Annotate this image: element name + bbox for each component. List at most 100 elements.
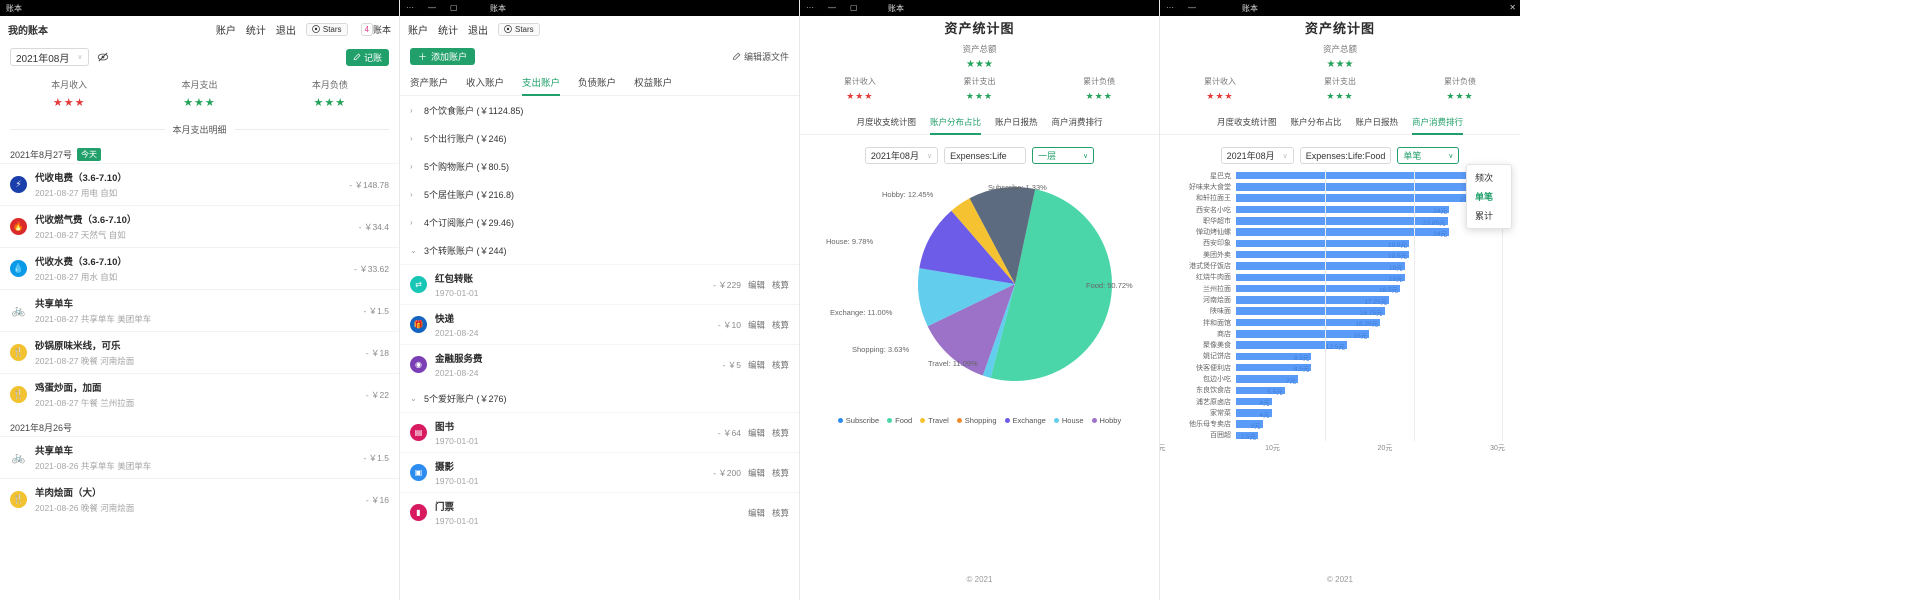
pie-account-input[interactable]: Expenses:Life <box>944 147 1027 164</box>
pie-tab-账户分布占比[interactable]: 账户分布占比 <box>929 116 982 135</box>
bar-tab-商户消费排行[interactable]: 商户消费排行 <box>1412 116 1464 135</box>
account-tab-权益账户[interactable]: 权益账户 <box>634 78 673 89</box>
account-tree[interactable]: › 8个饮食账户 (￥1124.85) › 5个出行账户 (￥246) › 5个购物账户 … <box>400 96 799 532</box>
bar-row[interactable]: 红烧牛肉面 19元 <box>1160 272 1520 283</box>
settle-link[interactable]: 核算 <box>771 359 789 370</box>
account-group-row[interactable]: › 8个饮食账户 (￥1124.85) <box>400 96 799 124</box>
edit-link[interactable]: 编辑 <box>747 467 765 478</box>
account-tab-收入账户[interactable]: 收入账户 <box>466 78 505 89</box>
transaction-list[interactable]: 2021年8月27号 今天 ⚡ 代收电费（3.6-7.10） 2021-08-27 用电… <box>0 142 399 520</box>
github-stars-button-1[interactable]: Stars <box>305 22 348 36</box>
account-tab-负债账户[interactable]: 负债账户 <box>578 78 617 89</box>
pie-legend[interactable]: Subscribe Food Travel Shopping Exchange House… <box>800 416 1159 425</box>
more-button-4[interactable]: ··· <box>1166 3 1174 12</box>
bar-row[interactable]: 东良饮食店 5.5元 <box>1160 385 1520 396</box>
pie-tab-月度收支统计图[interactable]: 月度收支统计图 <box>856 117 916 127</box>
pie-slice-Food[interactable] <box>990 189 1113 382</box>
bar-tab-账户日报热[interactable]: 账户日报热 <box>1355 117 1399 127</box>
bar-tab-账户分布占比[interactable]: 账户分布占比 <box>1290 117 1342 127</box>
github-stars-button-2[interactable]: Stars <box>498 22 540 36</box>
chevron-down-icon[interactable]: ⌄ <box>410 246 417 255</box>
bar-row[interactable]: 姚记饼店 8.5元 <box>1160 351 1520 362</box>
bar-mode-select[interactable]: 单笔 ∨ <box>1397 147 1460 164</box>
ledger-count-wrap-1[interactable]: 4 账本 <box>358 22 391 36</box>
close-button-4[interactable]: ✕ <box>1509 3 1516 12</box>
pie-level-select[interactable]: 一层 ∨ <box>1032 147 1095 164</box>
settle-link[interactable]: 核算 <box>771 427 789 438</box>
account-row[interactable]: ▮ 门票 1970-01-01 编辑 核算 <box>400 492 799 532</box>
bar-row[interactable]: 美团外卖 19.5元 <box>1160 249 1520 260</box>
transaction-row[interactable]: 🚲 共享单车 2021-08-27 共享单车 美团单车 - ￥1.5 <box>0 289 399 331</box>
bar-account-input[interactable]: Expenses:Life:Food <box>1299 147 1392 164</box>
chevron-down-icon[interactable]: ⌄ <box>410 394 417 403</box>
bar-row[interactable]: 聚像美食 12.5元 <box>1160 339 1520 351</box>
edit-link[interactable]: 编辑 <box>747 359 765 370</box>
pie-svg[interactable] <box>800 166 1160 416</box>
legend-item-Travel[interactable]: Travel <box>920 416 949 425</box>
pie-slice-House[interactable] <box>918 268 1015 327</box>
transaction-row[interactable]: 🚲 共享单车 2021-08-26 共享单车 美团单车 - ￥1.5 <box>0 436 399 478</box>
account-row[interactable]: 🎁 快递 2021-08-24 - ￥10 编辑 核算 <box>400 304 799 344</box>
account-group-row[interactable]: › 5个居住账户 (￥216.8) <box>400 180 799 208</box>
bar-row[interactable]: 百囲超 2.5元 <box>1160 430 1520 441</box>
nav-stats-2[interactable]: 统计 <box>438 25 458 37</box>
pie-chart-tabs[interactable]: 月度收支统计图 账户分布占比 账户日报热 商户消费排行 <box>800 116 1159 135</box>
nav-accounts-1[interactable]: 账户 <box>215 25 236 37</box>
transaction-row[interactable]: 🍴 羊肉烩面（大） 2021-08-26 晚餐 河南烩面 - ￥16 <box>0 478 399 520</box>
bar-month-select[interactable]: 2021年08月 ∨ <box>1220 147 1294 164</box>
account-row[interactable]: ▤ 图书 1970-01-01 - ￥64 编辑 核算 <box>400 412 799 452</box>
pie-chart[interactable]: Food: 50.72% Travel: 11.09% Exchange: 11.0… <box>800 166 1159 416</box>
bar-chart[interactable]: 星巴克30元好味来大食堂28.5元和轩拉面王27元西安名小吃24元职华超市23.… <box>1160 170 1520 453</box>
nav-logout-1[interactable]: 退出 <box>275 25 296 37</box>
bar-chart-tabs[interactable]: 月度收支统计图 账户分布占比 账户日报热 商户消费排行 <box>1160 116 1520 135</box>
bar-mode-dropdown[interactable]: 频次 单笔 累计 <box>1466 164 1512 229</box>
bar-tab-月度收支统计图[interactable]: 月度收支统计图 <box>1216 117 1277 127</box>
edit-link[interactable]: 编辑 <box>747 279 765 290</box>
bar-row[interactable]: 西安印象 19.5元 <box>1160 238 1520 249</box>
transaction-row[interactable]: 💧 代收水费（3.6-7.10） 2021-08-27 用水 自如 - ￥33.62 <box>0 247 399 289</box>
transaction-row[interactable]: 🍴 砂锅原味米线，可乐 2021-08-27 晚餐 河南烩面 - ￥18 <box>0 331 399 373</box>
bar-row[interactable]: 商店 15元 <box>1160 328 1520 340</box>
minimize-button-2[interactable]: — <box>428 3 436 12</box>
bar-row[interactable]: 西安名小吃 24元 <box>1160 204 1520 215</box>
account-group-row[interactable]: ⌄ 3个转账账户 (￥244) <box>400 236 799 264</box>
settle-link[interactable]: 核算 <box>771 319 789 330</box>
chevron-right-icon[interactable]: › <box>410 218 413 227</box>
edit-source-button[interactable]: 编辑源文件 <box>732 50 789 63</box>
dropdown-item-单笔[interactable]: 单笔 <box>1475 192 1494 202</box>
chevron-right-icon[interactable]: › <box>410 162 413 171</box>
edit-link[interactable]: 编辑 <box>747 427 765 438</box>
bar-row[interactable]: 陕味面 16.75元 <box>1160 306 1520 317</box>
account-row[interactable]: ⇄ 红包转账 1970-01-01 - ￥229 编辑 核算 <box>400 264 799 304</box>
dropdown-item-频次[interactable]: 频次 <box>1475 173 1494 183</box>
nav-stats-1[interactable]: 统计 <box>245 25 266 37</box>
pie-tab-账户日报热[interactable]: 账户日报热 <box>995 117 1038 127</box>
legend-item-Food[interactable]: Food <box>887 416 912 425</box>
edit-link[interactable]: 编辑 <box>747 507 765 518</box>
record-button[interactable]: 记账 <box>345 48 389 66</box>
legend-item-Exchange[interactable]: Exchange <box>1004 416 1046 425</box>
month-select[interactable]: 2021年08月 ∨ <box>10 48 89 66</box>
bar-row[interactable]: 包边小吃 7元 <box>1160 373 1520 385</box>
legend-item-Subscribe[interactable]: Subscribe <box>837 416 879 425</box>
legend-item-Shopping[interactable]: Shopping <box>956 416 997 425</box>
pie-tab-商户消费排行[interactable]: 商户消费排行 <box>1051 117 1103 127</box>
bar-row[interactable]: 家常菜 4元 <box>1160 407 1520 419</box>
pie-month-select[interactable]: 2021年08月 ∨ <box>864 147 939 164</box>
account-group-row[interactable]: › 5个出行账户 (￥246) <box>400 124 799 152</box>
maximize-button-3[interactable]: ▢ <box>850 3 858 12</box>
maximize-button-2[interactable]: ▢ <box>450 3 458 12</box>
pie-slice-Subscribe[interactable] <box>982 284 1015 378</box>
settle-link[interactable]: 核算 <box>771 507 789 518</box>
bar-row[interactable]: 浦艺原卤店 4元 <box>1160 396 1520 407</box>
transaction-row[interactable]: 🔥 代收燃气费（3.6-7.10） 2021-08-27 天然气 自如 - ￥34.4 <box>0 205 399 247</box>
settle-link[interactable]: 核算 <box>771 279 789 290</box>
bar-row[interactable]: 河南烩面 17.25元 <box>1160 294 1520 306</box>
nav-accounts-2[interactable]: 账户 <box>408 25 428 37</box>
bar-row[interactable]: 他乐母专卖店 3元 <box>1160 419 1520 430</box>
account-type-tabs[interactable]: 资产账户 收入账户 支出账户 负债账户 权益账户 <box>400 67 799 96</box>
account-row[interactable]: ◉ 金融服务费 2021-08-24 - ￥5 编辑 核算 <box>400 344 799 384</box>
bar-row[interactable]: 拌和面馆 16.25元 <box>1160 317 1520 328</box>
more-button-3[interactable]: ··· <box>806 3 814 12</box>
account-row[interactable]: ▣ 摄影 1970-01-01 - ￥200 编辑 核算 <box>400 452 799 492</box>
